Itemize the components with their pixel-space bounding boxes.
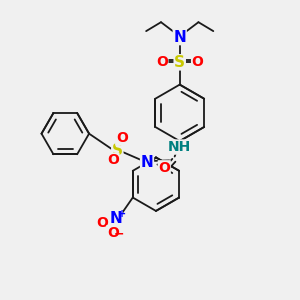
Text: S: S (112, 143, 123, 158)
Text: NH: NH (168, 140, 191, 154)
Text: O: O (156, 55, 168, 69)
Text: O: O (116, 131, 128, 145)
Text: N: N (110, 212, 122, 226)
Text: N: N (141, 155, 153, 170)
Text: O: O (107, 153, 119, 167)
Text: S: S (174, 55, 185, 70)
Text: +: + (118, 208, 126, 219)
Text: O: O (107, 226, 119, 240)
Text: N: N (173, 30, 186, 45)
Text: −: − (114, 228, 124, 241)
Text: O: O (97, 216, 108, 230)
Text: O: O (192, 55, 203, 69)
Text: O: O (158, 161, 170, 175)
